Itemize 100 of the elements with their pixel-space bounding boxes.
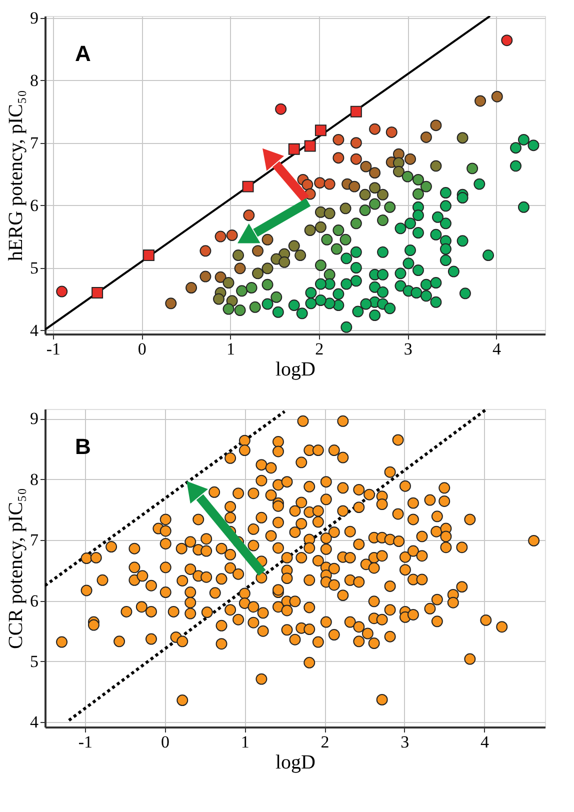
point	[252, 268, 264, 280]
point	[214, 230, 226, 242]
point	[165, 298, 177, 310]
point	[330, 243, 342, 255]
x-tick-label: 0	[138, 340, 146, 358]
point	[369, 182, 381, 194]
point	[314, 124, 326, 136]
point	[270, 291, 282, 303]
y-tick-label: 5	[30, 652, 38, 671]
point	[232, 250, 244, 262]
y-tick-label: 9	[30, 8, 38, 28]
y-tick-label: 8	[30, 70, 38, 90]
point	[234, 304, 246, 316]
point	[474, 95, 486, 107]
point	[234, 262, 246, 274]
point	[56, 286, 68, 298]
point	[288, 240, 300, 252]
point	[404, 153, 416, 165]
x-tick-label: 2	[320, 732, 330, 752]
point	[350, 153, 362, 165]
x-axis-title: logD	[276, 752, 316, 774]
y-tick-label: 6	[30, 196, 38, 215]
point	[249, 301, 261, 313]
annotation: A	[75, 41, 91, 66]
point	[348, 180, 360, 192]
y-tick-label: 6	[30, 591, 38, 610]
point	[252, 245, 264, 257]
point	[314, 177, 326, 189]
point	[369, 167, 381, 179]
point	[294, 250, 306, 262]
point	[321, 234, 333, 246]
point	[200, 270, 212, 282]
y-tick-label: 7	[30, 133, 39, 152]
x-tick-label: 3	[404, 340, 412, 358]
point	[278, 256, 290, 268]
point	[377, 188, 389, 200]
point	[350, 106, 362, 118]
point	[275, 103, 287, 115]
point	[359, 204, 371, 216]
point	[226, 230, 238, 242]
point	[332, 134, 344, 146]
point	[213, 293, 225, 305]
point	[420, 131, 432, 143]
point	[420, 180, 432, 192]
point	[314, 221, 326, 233]
point	[430, 160, 442, 172]
point	[386, 126, 398, 138]
y-tick-label: 8	[30, 470, 38, 489]
point	[142, 250, 154, 262]
y-tick-label: 9	[30, 409, 38, 428]
point	[304, 140, 316, 152]
y-tick-label: 4	[30, 320, 39, 340]
x-tick-label: 2	[315, 340, 324, 358]
x-tick-label: 4	[480, 732, 490, 752]
point	[359, 188, 371, 200]
point	[340, 234, 352, 246]
point	[350, 218, 362, 230]
x-tick-label: 4	[492, 340, 502, 358]
y-axis-title: hERG potency, pIC₅₀	[5, 90, 27, 261]
point	[332, 224, 344, 236]
point	[222, 277, 234, 289]
point	[360, 160, 372, 172]
point	[491, 90, 503, 102]
point	[369, 198, 381, 210]
x-tick-label: 3	[400, 732, 410, 752]
point	[246, 282, 258, 294]
point	[324, 208, 336, 220]
point	[340, 202, 352, 214]
x-tick-label: 0	[161, 732, 170, 752]
y-tick-label: 7	[30, 530, 39, 550]
point	[186, 282, 198, 294]
point	[324, 268, 336, 280]
point	[324, 178, 336, 190]
point	[262, 262, 274, 274]
point	[200, 245, 212, 257]
point	[369, 123, 381, 135]
point	[456, 132, 468, 144]
y-axis-title: CCR potency, pIC₅₀	[5, 488, 27, 649]
point	[236, 285, 248, 297]
x-tick-label: 1	[226, 340, 236, 358]
point	[243, 210, 255, 222]
point	[466, 162, 478, 174]
point	[392, 166, 404, 178]
point	[242, 180, 254, 192]
point	[501, 34, 513, 46]
point	[92, 287, 104, 299]
point	[314, 260, 326, 272]
x-axis-title: logD	[276, 358, 316, 380]
annotation: B	[75, 434, 91, 459]
y-tick-label: 4	[30, 712, 39, 732]
point	[402, 170, 414, 182]
point	[262, 234, 274, 246]
point	[384, 201, 396, 213]
point	[412, 188, 424, 200]
point	[350, 137, 362, 149]
point	[304, 224, 316, 236]
point	[430, 120, 442, 132]
point	[222, 303, 234, 315]
point	[214, 271, 226, 283]
point	[332, 152, 344, 164]
